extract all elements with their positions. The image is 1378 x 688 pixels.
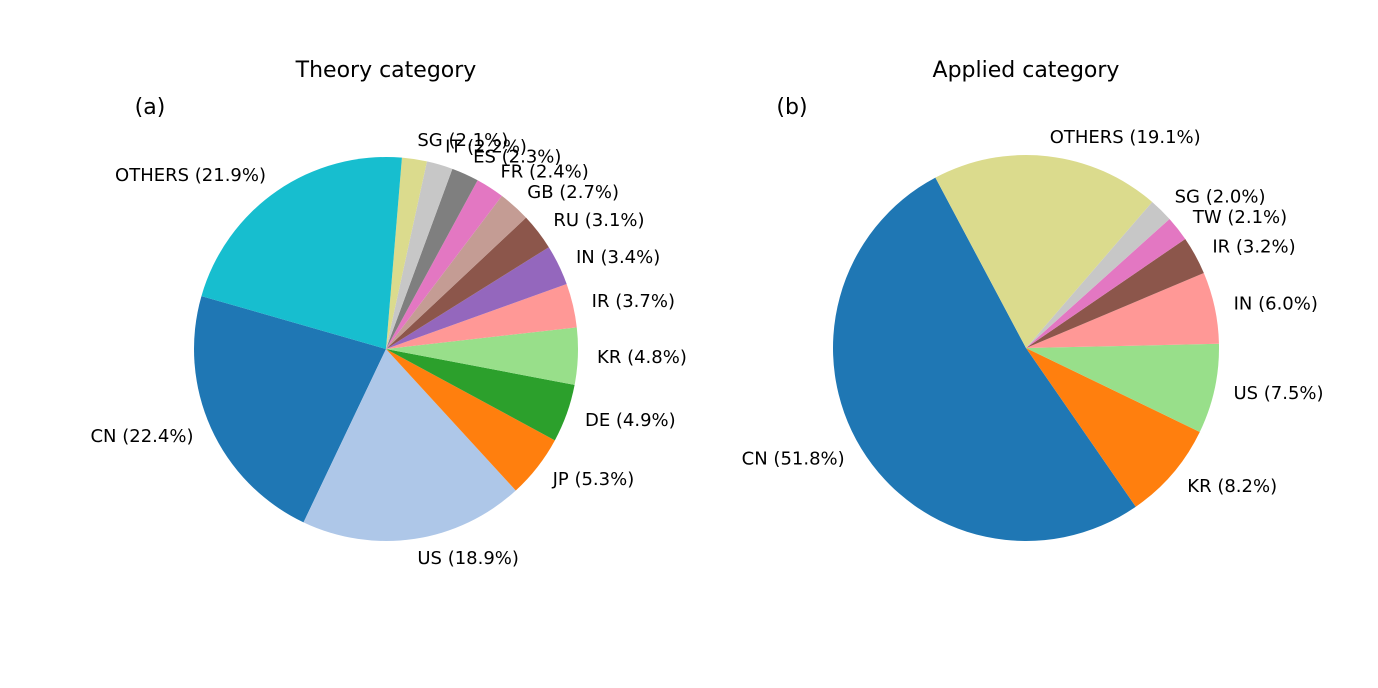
slice-label-de: DE (4.9%) bbox=[585, 410, 676, 431]
pie-chart-applied: Applied category (b) CN (51.8%) KR (8.2%)… bbox=[742, 58, 1324, 542]
slice-label-sg: SG (2.1%) bbox=[417, 130, 508, 151]
pie-slice-kr bbox=[386, 327, 579, 385]
slice-label-in: IN (3.4%) bbox=[576, 247, 660, 268]
pie-slice-jp bbox=[386, 349, 555, 491]
slice-label-ru: RU (3.1%) bbox=[553, 210, 644, 231]
pie-slice-tw bbox=[1026, 218, 1186, 348]
slice-label-es: ES (2.3%) bbox=[473, 147, 561, 168]
pie-labels-applied: CN (51.8%) KR (8.2%) US (7.5%) IN (6.0%) IR … bbox=[742, 127, 1324, 497]
pie-slice-it bbox=[386, 161, 453, 349]
pie-slices-theory bbox=[194, 157, 579, 541]
pie-slice-fr bbox=[386, 180, 502, 349]
slice-label-tw: TW (2.1%) bbox=[1192, 207, 1287, 228]
slice-label-kr: KR (4.8%) bbox=[597, 347, 687, 368]
pie-slice-ir bbox=[1026, 238, 1204, 348]
slice-label-fr: FR (2.4%) bbox=[500, 161, 588, 182]
pie-slice-in bbox=[386, 247, 567, 349]
pie-labels-theory: CN (22.4%) US (18.9%) JP (5.3%) DE (4.9%) KR… bbox=[90, 130, 686, 569]
pie-slice-sg bbox=[386, 157, 427, 349]
slice-label-us: US (7.5%) bbox=[1233, 383, 1323, 404]
panel-label-a: (a) bbox=[135, 95, 166, 120]
pie-slice-ir bbox=[386, 284, 577, 349]
pie-slice-us bbox=[1026, 343, 1220, 432]
pie-slices-applied bbox=[832, 154, 1220, 542]
pie-slice-us bbox=[303, 349, 516, 541]
pie-slice-gb bbox=[386, 195, 527, 349]
slice-label-ir: IR (3.2%) bbox=[1212, 236, 1295, 257]
chart-title-theory: Theory category bbox=[295, 58, 477, 83]
slice-label-kr: KR (8.2%) bbox=[1187, 476, 1277, 497]
slice-label-jp: JP (5.3%) bbox=[552, 469, 635, 490]
pie-slice-kr bbox=[1026, 348, 1200, 507]
pie-slice-de bbox=[386, 349, 575, 441]
panel-label-b: (b) bbox=[776, 95, 807, 120]
pie-chart-theory: Theory category (a) CN (22.4%) US (18.9%)… bbox=[90, 58, 686, 569]
pie-slice-others bbox=[201, 157, 402, 349]
chart-title-applied: Applied category bbox=[933, 58, 1120, 83]
slice-label-cn: CN (22.4%) bbox=[90, 426, 193, 447]
slice-label-us: US (18.9%) bbox=[417, 548, 519, 569]
slice-label-in: IN (6.0%) bbox=[1234, 294, 1318, 315]
pie-slice-in bbox=[1026, 273, 1219, 348]
pie-slice-ru bbox=[386, 217, 549, 349]
slice-label-gb: GB (2.7%) bbox=[527, 182, 619, 203]
slice-label-it: IT (2.2%) bbox=[445, 136, 527, 157]
slice-label-cn: CN (51.8%) bbox=[742, 448, 845, 469]
pie-slice-others bbox=[935, 154, 1153, 348]
slice-label-others: OTHERS (21.9%) bbox=[115, 165, 266, 186]
pie-slice-es bbox=[386, 168, 478, 349]
pie-slice-cn bbox=[832, 177, 1136, 542]
slice-label-sg: SG (2.0%) bbox=[1175, 186, 1266, 207]
pie-slice-sg bbox=[1026, 201, 1170, 348]
slice-label-others: OTHERS (19.1%) bbox=[1050, 127, 1201, 148]
pie-slice-cn bbox=[194, 296, 386, 523]
slice-label-ir: IR (3.7%) bbox=[592, 291, 675, 312]
